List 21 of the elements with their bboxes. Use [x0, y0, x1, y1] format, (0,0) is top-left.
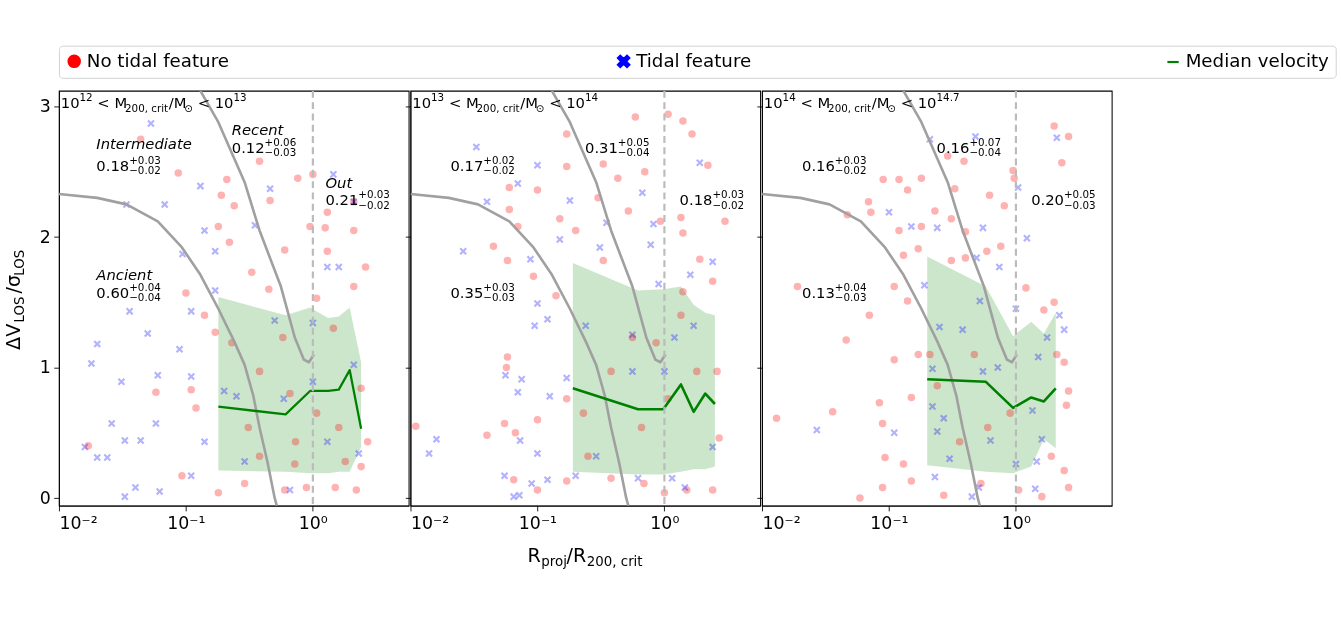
y-tick-label: 1	[39, 357, 51, 378]
x-tick-label: 10⁻¹	[870, 512, 909, 533]
y-tick-label: 0	[39, 487, 51, 508]
x-tick-label: 10⁰	[1001, 512, 1031, 533]
x-tick-label: 10⁻¹	[167, 512, 206, 533]
legend-label: Median velocity	[1185, 50, 1330, 72]
x-tick-label: 10⁻²	[762, 512, 801, 533]
y-tick-label: 2	[39, 226, 51, 247]
annotation: Out	[325, 173, 354, 191]
y-tick-label: 3	[39, 96, 51, 117]
y-axis-title: ΔVLOS/σLOS	[1, 249, 27, 350]
annotation: Intermediate	[96, 135, 192, 153]
x-tick-label: 10⁰	[650, 512, 680, 533]
annotation: Ancient	[95, 265, 154, 283]
x-tick-label: 10⁻¹	[518, 512, 557, 533]
x-tick-label: 10⁻²	[59, 512, 98, 533]
legend-label: No tidal feature	[86, 49, 229, 71]
legend-label: Tidal feature	[635, 49, 752, 71]
x-tick-label: 10⁻²	[410, 512, 450, 533]
annotation: Recent	[231, 121, 285, 139]
x-tick-label: 10⁰	[298, 512, 328, 533]
